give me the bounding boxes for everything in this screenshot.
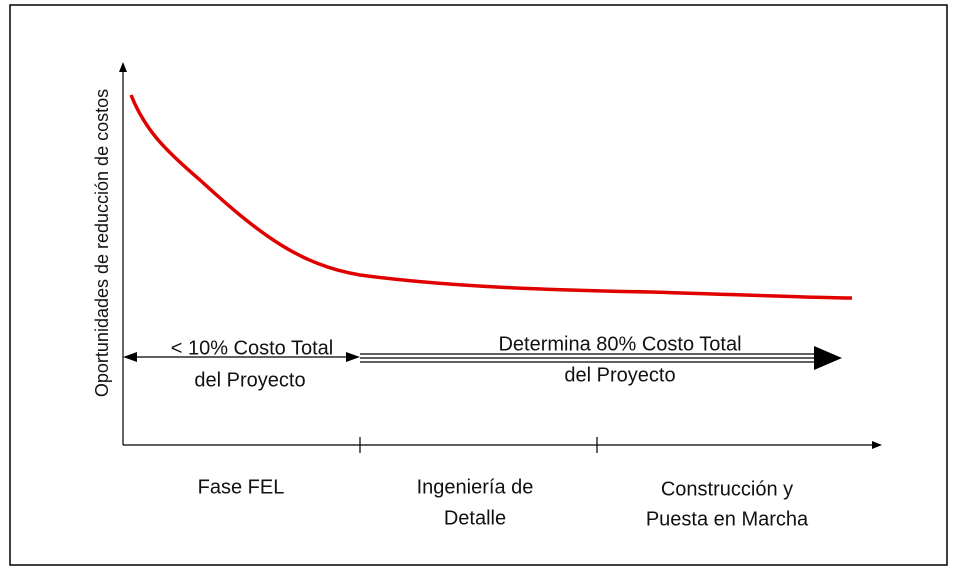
annotation: < 10% Costo Total — [171, 337, 334, 359]
phase-label: Detalle — [444, 507, 506, 529]
fel-arrow-head — [123, 352, 137, 362]
y-axis-arrow — [119, 62, 127, 72]
annotation: del Proyecto — [564, 364, 675, 386]
y-axis-label: Oportunidades de reducción de costos — [92, 89, 112, 397]
phase-label: Ingeniería de — [417, 476, 534, 498]
phase-label: Fase FEL — [198, 476, 285, 498]
annotation: Determina 80% Costo Total — [498, 333, 741, 355]
phase-label: Puesta en Marcha — [646, 508, 809, 530]
execution-arrow-head — [814, 346, 842, 370]
fel-arrow-head — [346, 352, 360, 362]
cost-reduction-curve — [129, 94, 853, 300]
annotation: del Proyecto — [194, 369, 305, 391]
phase-label: Construcción y — [661, 478, 793, 500]
x-axis-arrow — [872, 441, 882, 449]
